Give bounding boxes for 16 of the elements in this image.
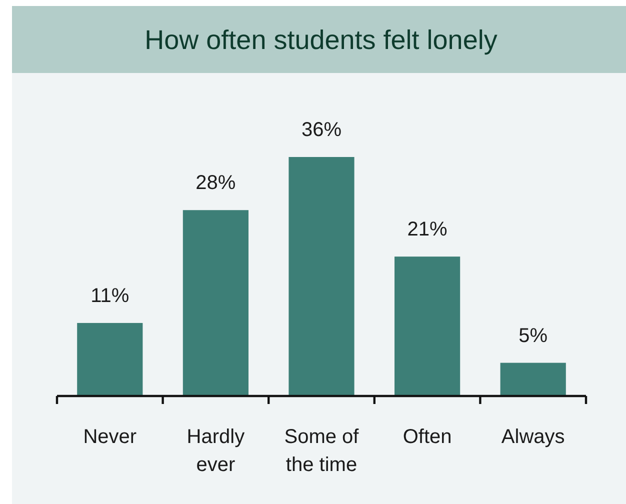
bar — [500, 362, 566, 396]
data-label: 36% — [301, 119, 342, 141]
bar — [77, 322, 143, 396]
bar — [394, 256, 460, 396]
x-tick-label: Hardly ever — [186, 426, 245, 476]
chart-title: How often students felt lonely — [144, 25, 498, 55]
data-label: 28% — [196, 172, 236, 194]
x-tick-label: Often — [402, 426, 452, 448]
x-tick-label: Some of the time — [284, 426, 360, 476]
data-label: 11% — [90, 284, 130, 307]
data-label: 5% — [518, 324, 548, 347]
data-label: 21% — [407, 218, 448, 241]
bar — [182, 210, 248, 396]
x-tick-label: Always — [501, 426, 565, 448]
x-tick-label: Never — [83, 426, 137, 448]
bar — [288, 157, 354, 396]
